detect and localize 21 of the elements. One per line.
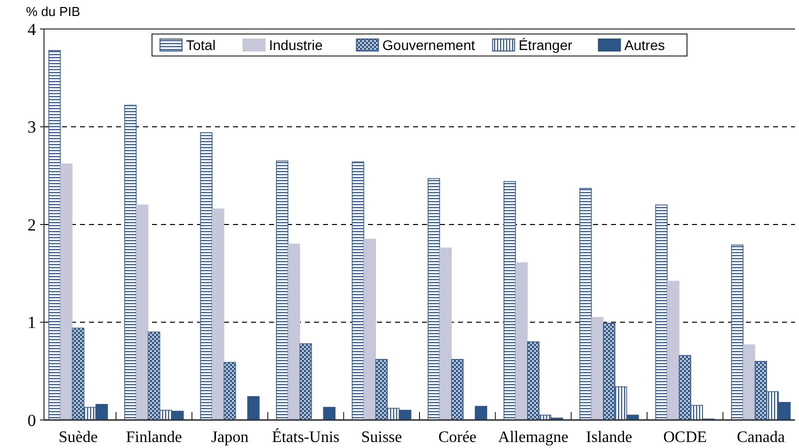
legend-label: Industrie	[269, 36, 323, 53]
x-tick-label: OCDE	[663, 429, 707, 446]
x-tick-label: Suède	[58, 429, 98, 446]
legend-label: Étranger	[518, 36, 573, 53]
y-tick-label: 2	[28, 215, 36, 234]
legend-label: Gouvernement	[382, 36, 476, 53]
x-tick-label: Finlande	[126, 429, 182, 446]
x-tick-label: Corée	[438, 429, 477, 446]
legend-label: Autres	[624, 36, 665, 53]
y-axis-title: % du PIB	[26, 4, 80, 19]
x-tick-label: Japon	[211, 429, 249, 446]
x-tick-label: Islande	[586, 429, 632, 446]
x-tick-label: Canada	[736, 429, 785, 446]
y-tick-label: 4	[28, 20, 36, 39]
y-tick-label: 1	[28, 313, 36, 332]
y-tick-label: 3	[28, 118, 36, 137]
legend-label: Total	[186, 36, 216, 53]
y-tick-label: 0	[28, 410, 36, 430]
x-tick-label: Suisse	[361, 429, 402, 446]
x-tick-label: États-Unis	[272, 428, 340, 446]
x-tick-label: Allemagne	[498, 429, 568, 446]
